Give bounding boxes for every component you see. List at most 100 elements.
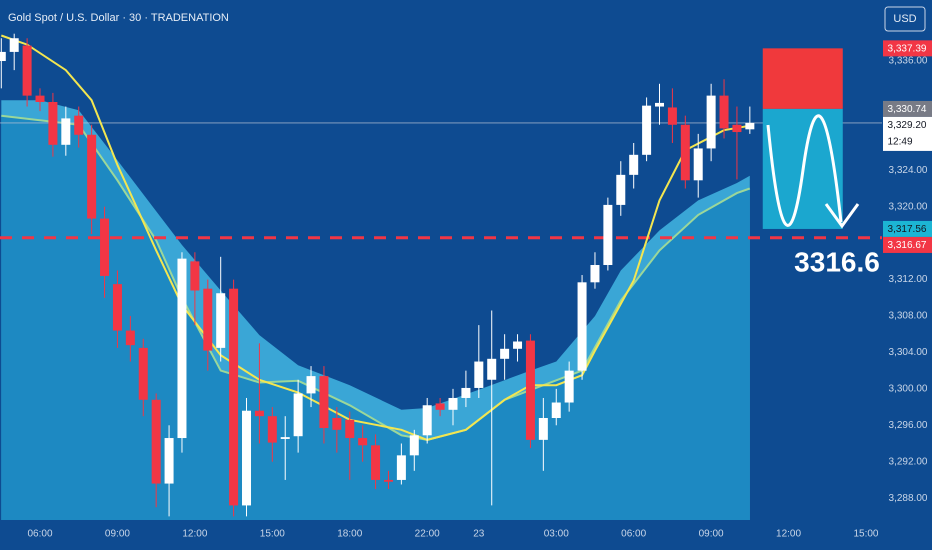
price-tag-label: 3,317.56 [888,224,927,235]
currency-label[interactable]: USD [893,13,916,25]
overlay: 3316.6 3,336.00 3,324.00 3,320.00 3,312.00 3,… [27,40,932,540]
candle-body [732,124,742,133]
price-tag-label: 3,330.74 [888,104,927,115]
candle-body [319,376,329,429]
y-tick-label: 3,336.00 [889,56,928,67]
forecast-arrow [766,114,843,227]
candle-body [719,95,729,129]
candle-body [242,410,252,506]
candle-body [125,330,135,346]
candle-body [383,479,393,482]
candle-body [435,403,445,410]
candle-body [564,370,574,403]
forecast-arrowhead [824,203,860,229]
y-tick-label: 3,296.00 [889,420,928,431]
y-tick-label: 3,288.00 [889,493,928,504]
candle-body [409,435,419,456]
candle-body [151,399,161,484]
candle-body [112,284,122,331]
candle-body [577,282,587,371]
candle-body [48,101,58,145]
candle-body [100,218,110,276]
candle-body [603,204,613,266]
plot-area [0,33,882,520]
stop-zone [762,48,843,109]
candle-body [693,148,703,181]
candle-body [667,107,677,125]
candle-body [474,361,484,388]
x-tick-label: 22:00 [415,529,440,540]
candle-body [422,405,432,436]
candle-body [190,261,200,291]
candle-body [680,124,690,181]
price-tag [883,100,932,117]
candle-body [500,348,510,359]
price-tag-countdown: 12:49 [887,137,912,148]
chart-title: Gold Spot / U.S. Dollar · 30 · TRADENATI… [8,12,229,24]
x-tick-label: 09:00 [699,529,724,540]
candle-body [525,340,535,440]
candle-body [396,455,406,480]
x-tick-label: 12:00 [776,529,801,540]
candle-body [358,438,368,446]
candle-body [138,347,148,400]
price-tag-label: 3,337.39 [888,43,927,54]
price-tag [883,236,932,253]
y-tick-label: 3,320.00 [889,201,928,212]
candle-body [61,118,71,145]
y-tick-label: 3,292.00 [889,456,928,467]
currency-button[interactable] [884,6,926,32]
y-tick-label: 3,312.00 [889,274,928,285]
x-tick-label: 18:00 [337,529,362,540]
price-tag [883,40,932,57]
candle-body [706,95,716,149]
candle-body [448,397,458,410]
candle-body [371,445,381,480]
candle-body [332,418,342,430]
candle-body [0,51,6,62]
x-tick-label: 12:00 [182,529,207,540]
price-tag [883,220,932,237]
candle-body [306,376,316,394]
x-tick-label: 03:00 [544,529,569,540]
candle-body [513,341,523,349]
candle-body [629,154,639,175]
x-tick-label: 15:00 [853,529,878,540]
candle-body [461,387,471,398]
x-tick-label: 15:00 [260,529,285,540]
candle-body [35,95,45,102]
target-annotation: 3316.6 [794,246,880,277]
y-tick-label: 3,304.00 [889,347,928,358]
candle-body [177,258,187,439]
x-tick-label: 23 [473,529,485,540]
x-tick-label: 06:00 [27,529,52,540]
candle-body [538,418,548,440]
price-tag-label: 3,316.67 [888,240,927,251]
candle-body [267,416,277,443]
price-tag-label: 3,329.20 [888,120,927,131]
candle-body [487,358,497,380]
y-tick-label: 3,324.00 [889,165,928,176]
candle-body [642,105,652,155]
candle-body [164,438,174,484]
candle-body [745,122,755,130]
candle-body [345,419,355,439]
x-tick-label: 09:00 [105,529,130,540]
candle-body [654,102,664,107]
candle-body [293,393,303,437]
candle-body [551,402,561,419]
candle-body [203,288,213,351]
candle-body [22,45,32,96]
candle-body [87,134,97,219]
price-tag [883,116,932,151]
band-lower-area [1,115,750,520]
y-tick-label: 3,308.00 [889,311,928,322]
candle-body [9,38,19,52]
candle-body [216,293,226,348]
candle-body [229,288,239,506]
candle-body [74,115,84,135]
x-tick-label: 06:00 [621,529,646,540]
y-tick-label: 3,300.00 [889,384,928,395]
candle-body [280,437,290,439]
